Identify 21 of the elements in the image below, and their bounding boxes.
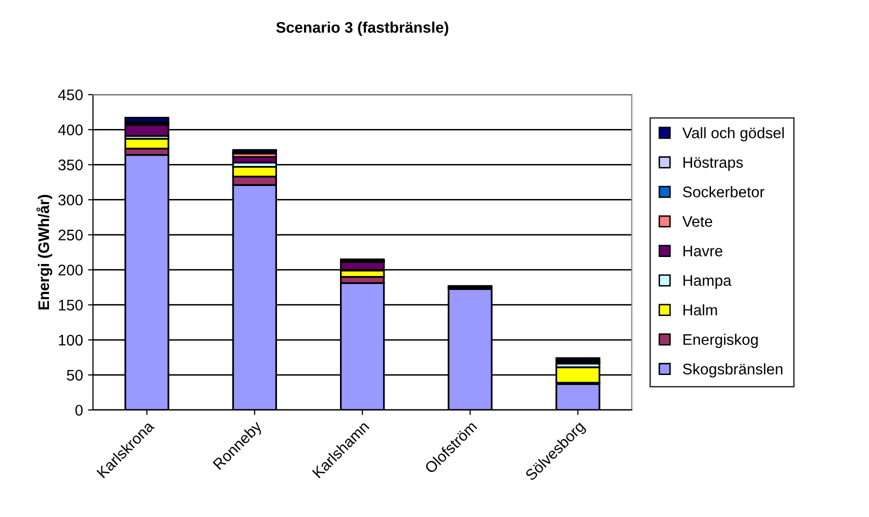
y-tick-label: 300 bbox=[58, 194, 83, 206]
legend-label: Vete bbox=[682, 216, 712, 227]
y-tick-label: 50 bbox=[66, 370, 83, 381]
legend-label: Höstraps bbox=[684, 157, 743, 171]
legend-label: Sockerbetor bbox=[682, 186, 764, 198]
y-tick-label: 100 bbox=[58, 334, 83, 346]
y-tick-label: 150 bbox=[58, 300, 83, 311]
y-tick-label: 200 bbox=[58, 264, 83, 276]
legend-label: Havre bbox=[684, 246, 722, 256]
y-axis-title: Energi (GWh/år) bbox=[36, 194, 52, 310]
y-tick-label: 250 bbox=[58, 230, 83, 240]
y-tick-label: 0 bbox=[75, 404, 83, 416]
legend-label: Halm bbox=[684, 304, 717, 316]
legend-label: Energiskog bbox=[684, 334, 758, 348]
legend-label: Vall och gödsel bbox=[682, 127, 784, 142]
y-tick-label: 450 bbox=[58, 89, 83, 100]
y-tick-label: 400 bbox=[58, 124, 83, 136]
chart-title: Scenario 3 (fastbränsle) bbox=[276, 22, 448, 36]
y-tick-label: 350 bbox=[58, 160, 83, 170]
legend-label: Skogsbränslen bbox=[682, 363, 782, 378]
legend-label: Hampa bbox=[684, 275, 732, 289]
